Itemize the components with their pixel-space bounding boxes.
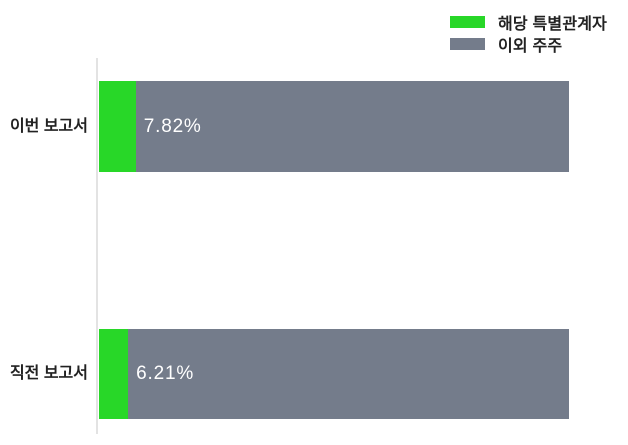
category-label-previous-report: 직전 보고서 xyxy=(9,365,88,382)
legend-label-other-shareholders: 이외 주주 xyxy=(498,38,563,55)
bar-segment-special-related-party xyxy=(99,81,136,172)
category-label-current-report: 이번 보고서 xyxy=(9,118,88,135)
bar-segment-other-shareholders: 6.21% xyxy=(128,329,569,419)
bar-row-previous-report: 6.21% xyxy=(99,329,569,419)
legend-label-special-related-party: 해당 특별관계자 xyxy=(498,16,608,33)
legend-item-other-shareholders: 이외 주주 xyxy=(450,35,613,55)
legend: 해당 특별관계자 이외 주주 xyxy=(450,13,613,55)
legend-item-special-related-party: 해당 특별관계자 xyxy=(450,13,613,33)
y-axis-line xyxy=(96,58,98,434)
legend-swatch-gray-icon xyxy=(450,38,485,50)
bar-value-label: 7.82% xyxy=(143,115,202,137)
bar-segment-special-related-party xyxy=(99,329,129,419)
bar-segment-other-shareholders: 7.82% xyxy=(135,81,569,172)
bar-value-label: 6.21% xyxy=(136,363,195,384)
bar-row-current-report: 7.82% xyxy=(99,81,569,172)
legend-swatch-green-icon xyxy=(450,16,485,28)
